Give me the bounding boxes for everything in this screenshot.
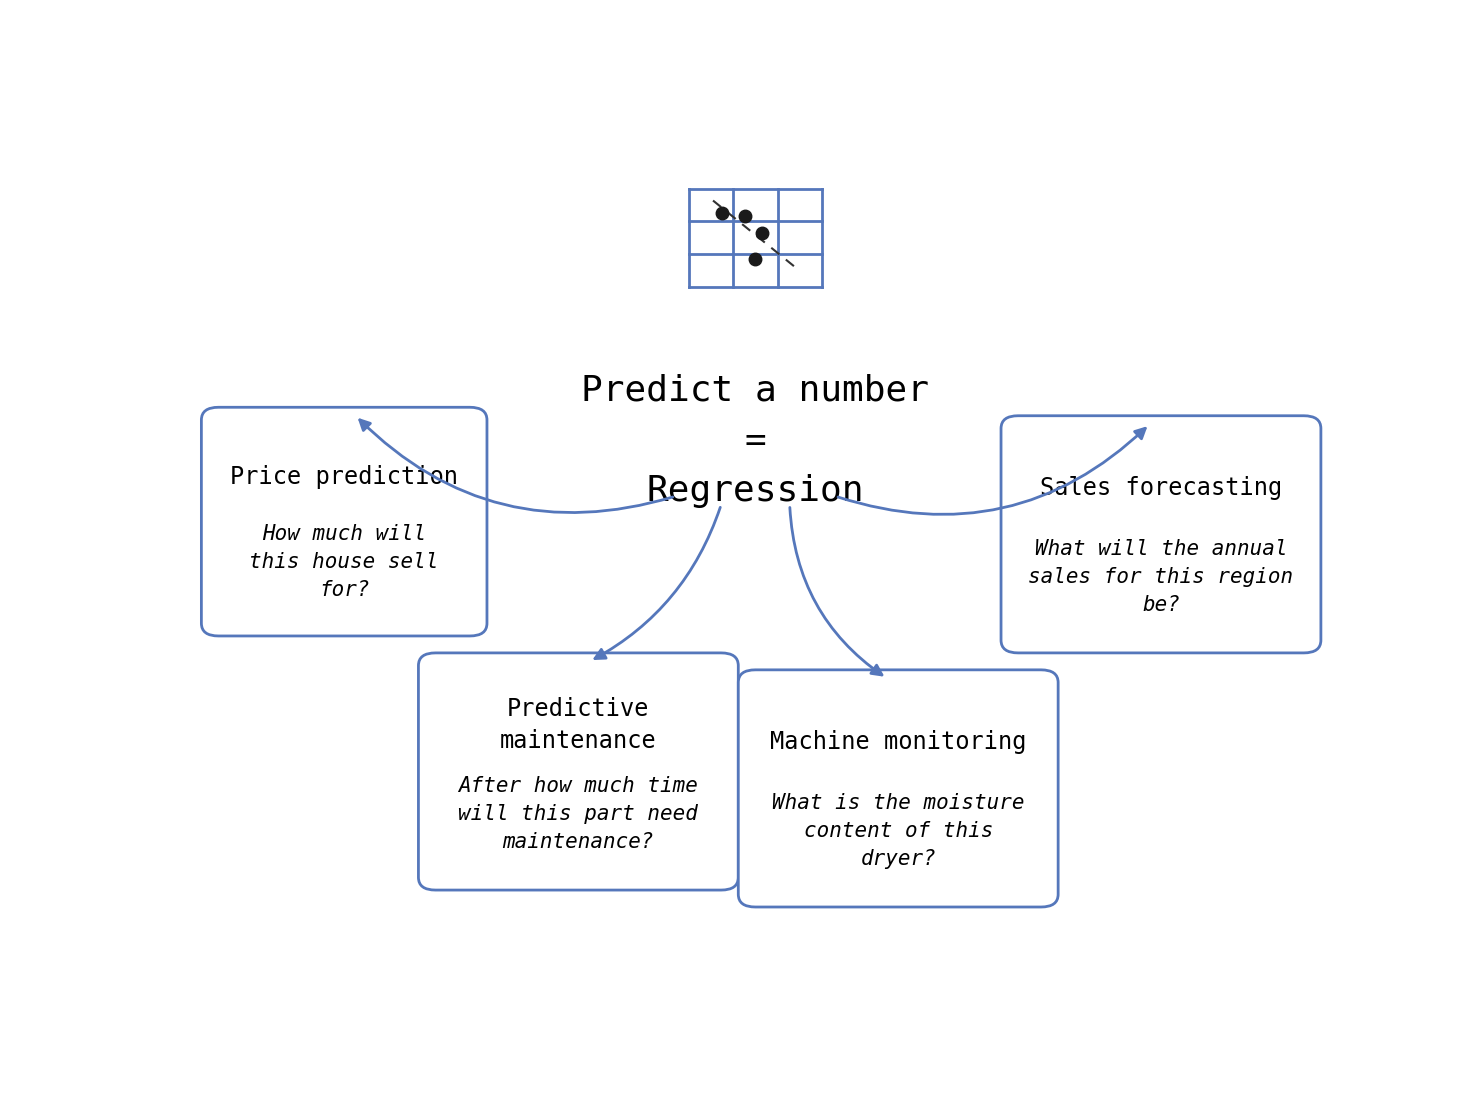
FancyBboxPatch shape bbox=[738, 670, 1058, 908]
Text: After how much time
will this part need
maintenance?: After how much time will this part need … bbox=[458, 776, 699, 851]
FancyArrowPatch shape bbox=[790, 507, 881, 675]
Text: How much will
this house sell
for?: How much will this house sell for? bbox=[249, 525, 439, 601]
Text: Predict a number
=
Regression: Predict a number = Regression bbox=[581, 374, 930, 508]
Text: Sales forecasting: Sales forecasting bbox=[1039, 475, 1282, 499]
Text: What is the moisture
content of this
dryer?: What is the moisture content of this dry… bbox=[772, 793, 1024, 869]
Text: What will the annual
sales for this region
be?: What will the annual sales for this regi… bbox=[1029, 539, 1294, 615]
Text: Predictive
maintenance: Predictive maintenance bbox=[500, 697, 657, 752]
FancyBboxPatch shape bbox=[202, 407, 486, 636]
FancyBboxPatch shape bbox=[419, 653, 738, 890]
Text: Price prediction: Price prediction bbox=[230, 465, 458, 488]
FancyArrowPatch shape bbox=[839, 428, 1145, 515]
Text: Machine monitoring: Machine monitoring bbox=[769, 729, 1026, 754]
FancyBboxPatch shape bbox=[1001, 416, 1321, 653]
FancyArrowPatch shape bbox=[360, 420, 672, 513]
FancyArrowPatch shape bbox=[595, 507, 721, 659]
